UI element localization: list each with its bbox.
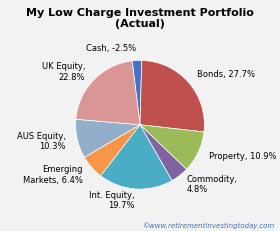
Wedge shape <box>85 125 140 176</box>
Wedge shape <box>101 125 172 189</box>
Text: ©www.retirementinvestingtoday.com: ©www.retirementinvestingtoday.com <box>142 222 274 229</box>
Wedge shape <box>76 61 140 125</box>
Text: Cash, -2.5%: Cash, -2.5% <box>86 44 136 53</box>
Wedge shape <box>140 125 186 181</box>
Text: Bonds, 27.7%: Bonds, 27.7% <box>197 70 255 79</box>
Text: Commodity,
4.8%: Commodity, 4.8% <box>187 175 238 194</box>
Text: UK Equity,
22.8%: UK Equity, 22.8% <box>42 62 85 82</box>
Text: Int. Equity,
19.7%: Int. Equity, 19.7% <box>89 191 135 210</box>
Wedge shape <box>132 60 142 125</box>
Text: AUS Equity,
10.3%: AUS Equity, 10.3% <box>17 132 66 151</box>
Text: Emerging
Markets, 6.4%: Emerging Markets, 6.4% <box>23 165 83 185</box>
Title: My Low Charge Investment Portfolio
(Actual): My Low Charge Investment Portfolio (Actu… <box>26 8 254 29</box>
Wedge shape <box>140 125 204 169</box>
Text: Property, 10.9%: Property, 10.9% <box>209 152 276 161</box>
Wedge shape <box>76 119 140 157</box>
Wedge shape <box>140 60 204 132</box>
